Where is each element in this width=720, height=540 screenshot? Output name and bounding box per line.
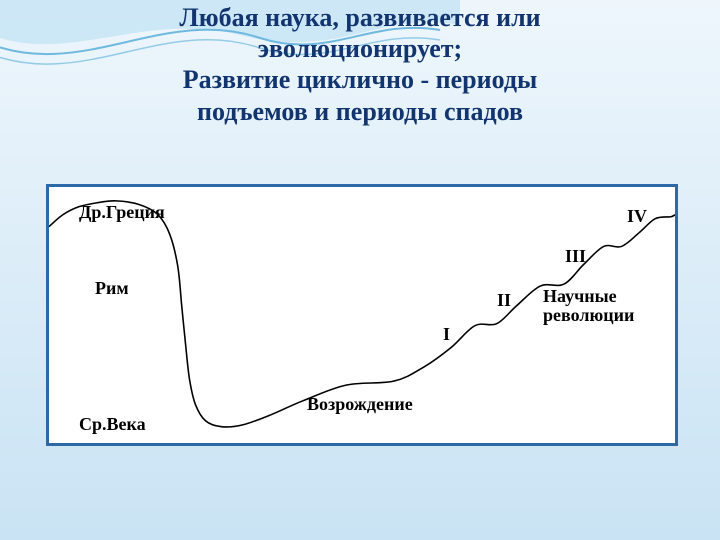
title-line-4: подъемов и периоды спадов xyxy=(30,96,690,127)
chart-label: II xyxy=(497,291,511,310)
chart-label: Рим xyxy=(95,279,129,298)
chart-frame: Др.ГрецияРимСр.ВекаВозрождениеIIIIIIIVНа… xyxy=(46,184,678,446)
chart-label: III xyxy=(565,247,586,266)
title-line-3: Развитие циклично - периоды xyxy=(30,64,690,95)
chart-label: Возрождение xyxy=(307,395,413,414)
chart-label: IV xyxy=(627,207,647,226)
chart-label: Др.Греция xyxy=(79,203,165,222)
chart-label: Научныереволюции xyxy=(543,287,634,325)
title-line-1: Любая наука, развивается или xyxy=(30,2,690,33)
title-block: Любая наука, развивается или эволюционир… xyxy=(0,2,720,127)
slide: Любая наука, развивается или эволюционир… xyxy=(0,0,720,540)
chart-inner: Др.ГрецияРимСр.ВекаВозрождениеIIIIIIIVНа… xyxy=(49,187,675,443)
title-line-2: эволюционирует; xyxy=(30,33,690,64)
chart-label: Ср.Века xyxy=(79,415,146,434)
chart-label: I xyxy=(443,325,450,344)
